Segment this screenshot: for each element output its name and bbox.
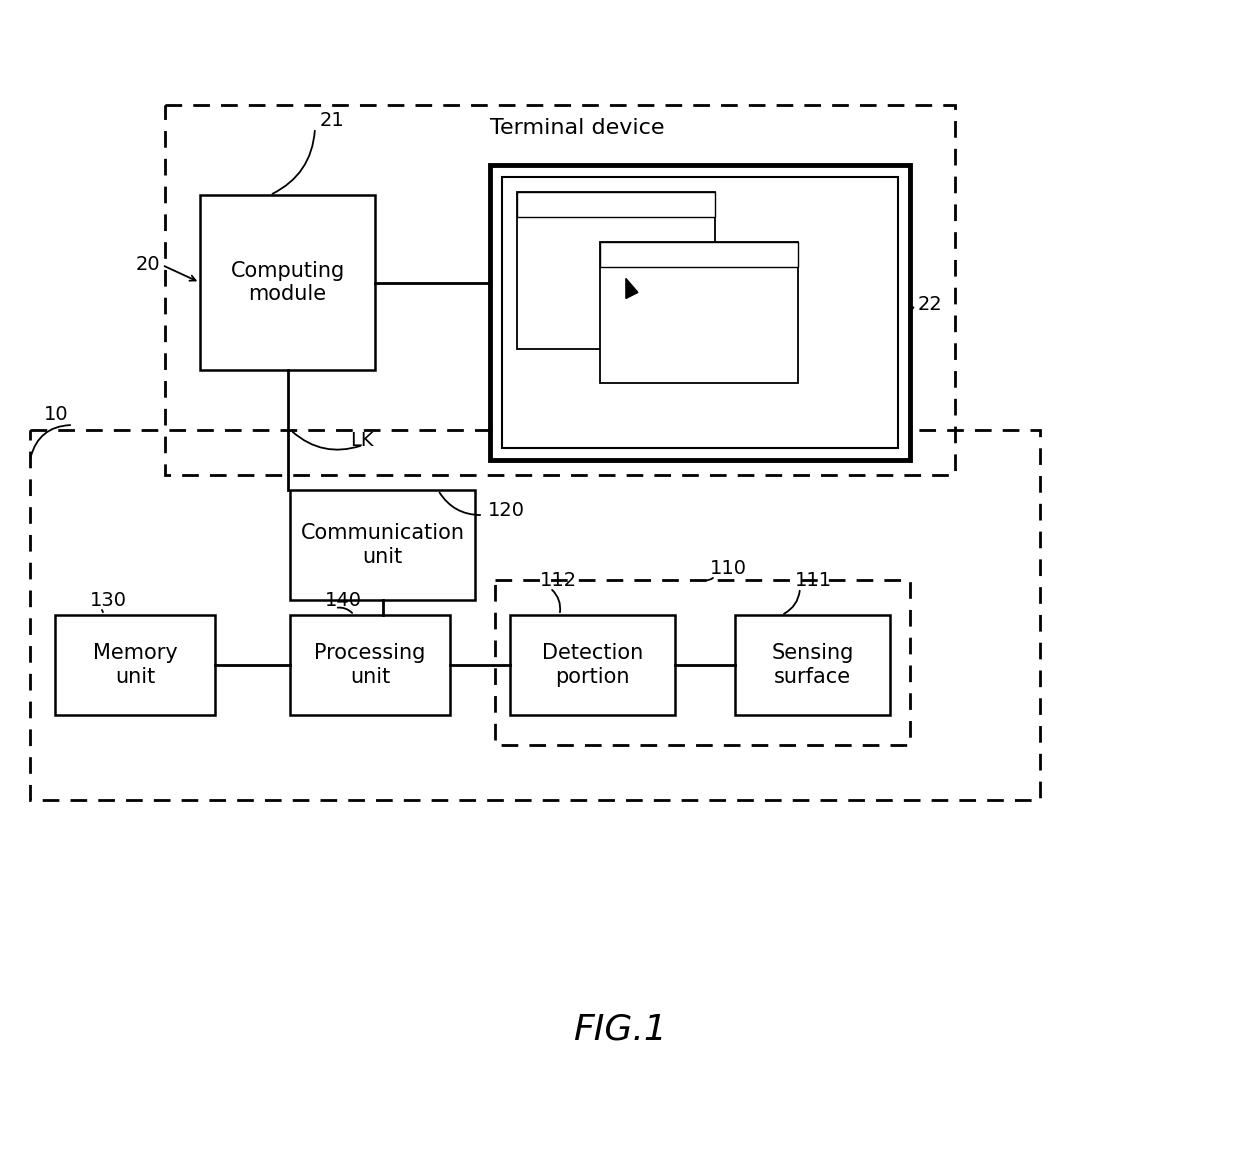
Polygon shape <box>626 278 637 299</box>
Bar <box>30 430 1040 800</box>
Text: 21: 21 <box>320 110 345 130</box>
Text: Detection
portion: Detection portion <box>542 643 644 687</box>
Bar <box>495 580 910 745</box>
Bar <box>165 105 955 475</box>
Text: Terminal device: Terminal device <box>490 118 665 138</box>
Text: 10: 10 <box>43 406 68 424</box>
Bar <box>490 164 910 460</box>
Bar <box>517 192 715 350</box>
Text: 130: 130 <box>91 590 126 610</box>
Text: 110: 110 <box>711 559 746 577</box>
Bar <box>735 615 890 715</box>
Text: 120: 120 <box>489 500 525 520</box>
Bar <box>290 490 475 600</box>
Text: 20: 20 <box>135 255 160 275</box>
Text: Memory
unit: Memory unit <box>93 643 177 687</box>
Text: 112: 112 <box>539 570 577 590</box>
Text: 140: 140 <box>325 590 362 610</box>
Text: FIG.1: FIG.1 <box>573 1013 667 1046</box>
Text: Computing
module: Computing module <box>231 261 345 304</box>
Bar <box>600 243 799 268</box>
Text: 111: 111 <box>795 570 832 590</box>
Bar <box>600 243 799 383</box>
Bar <box>290 615 450 715</box>
Bar <box>510 615 675 715</box>
Bar <box>200 196 374 370</box>
Text: LK: LK <box>350 430 373 450</box>
Text: Communication
unit: Communication unit <box>300 523 465 567</box>
Bar <box>502 177 898 448</box>
Bar <box>55 615 215 715</box>
Text: 22: 22 <box>918 296 942 314</box>
Text: Sensing
surface: Sensing surface <box>771 643 853 687</box>
Bar <box>517 192 715 217</box>
Text: Processing
unit: Processing unit <box>314 643 425 687</box>
